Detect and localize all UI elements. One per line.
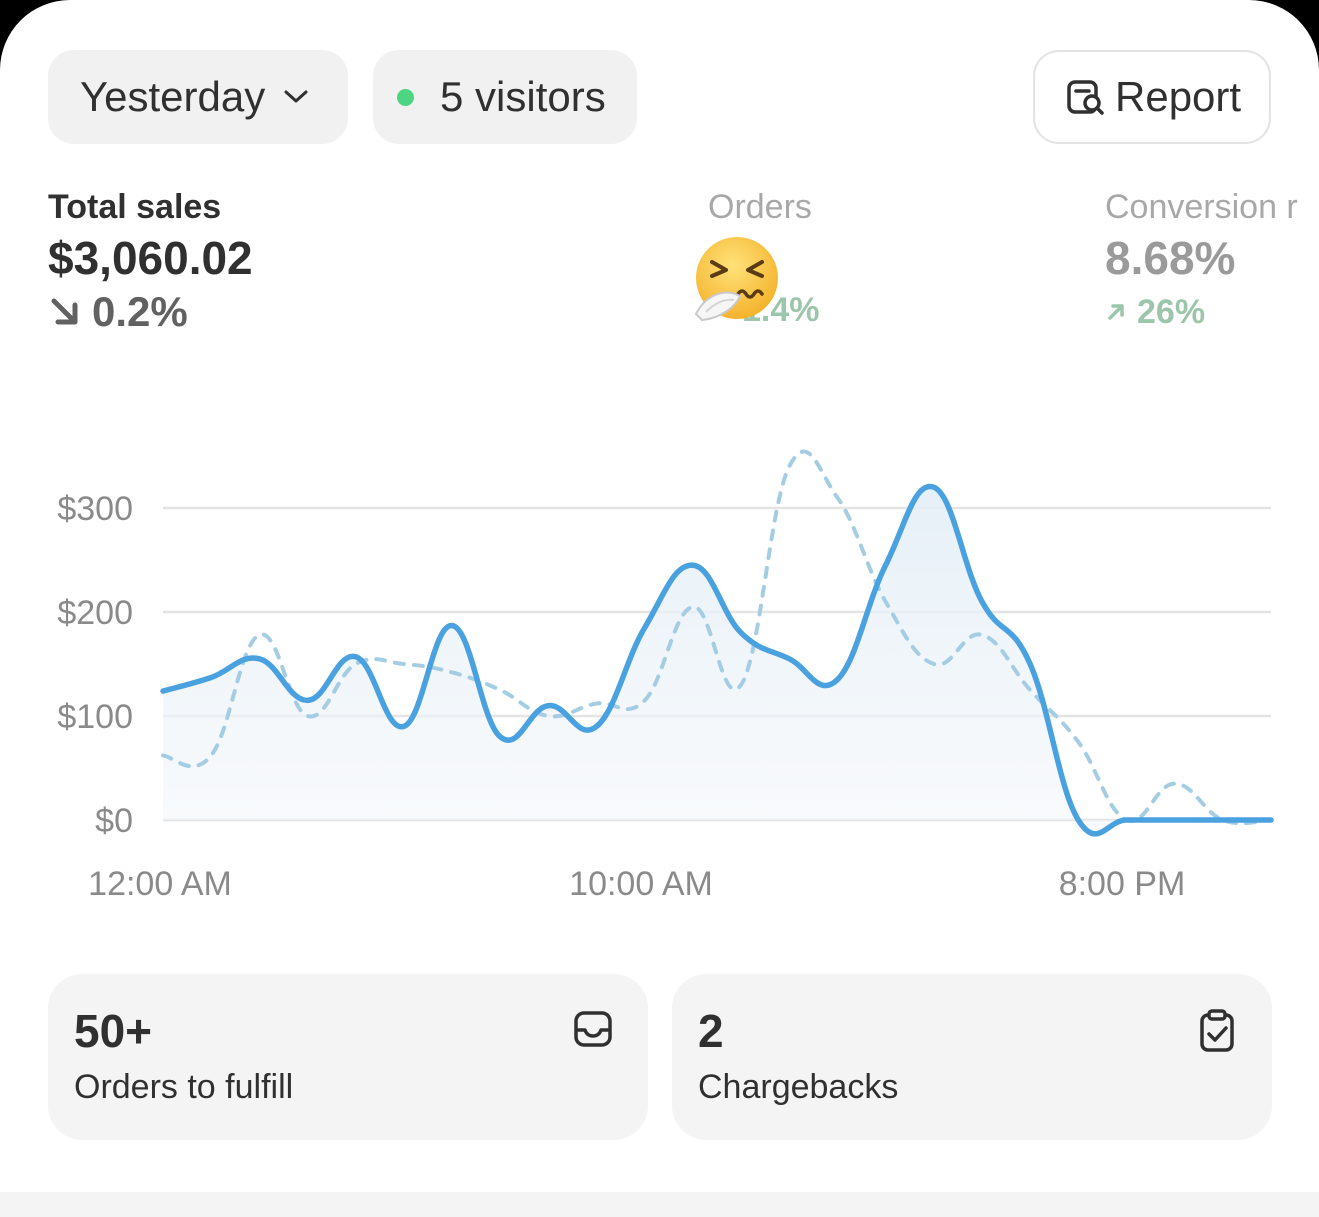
report-search-icon	[1065, 77, 1105, 117]
conversion-rate-label: Conversion r	[1105, 188, 1298, 226]
chargebacks-value: 2	[698, 1005, 724, 1057]
total-sales-label: Total sales	[48, 188, 222, 226]
chargebacks-card[interactable]: 2 Chargebacks	[672, 974, 1272, 1140]
arrow-down-right-icon	[51, 298, 78, 325]
sneezing-face-emoji-icon	[692, 236, 782, 331]
report-button[interactable]: Report	[1033, 50, 1271, 144]
y-tick-label: $300	[57, 490, 133, 528]
x-tick-label: 10:00 AM	[569, 865, 713, 903]
date-range-label: Yesterday	[80, 73, 266, 120]
clipboard-check-icon	[1196, 1008, 1238, 1059]
live-status-dot	[397, 88, 414, 106]
primary-series-line	[160, 483, 1274, 837]
conversion-rate-value: 8.68%	[1105, 232, 1236, 284]
comparison-series-line	[161, 449, 1273, 826]
chargebacks-label: Chargebacks	[698, 1068, 899, 1106]
primary-series-area	[163, 486, 1271, 834]
visitors-label: 5 visitors	[440, 73, 606, 120]
x-tick-label: 12:00 AM	[88, 865, 232, 903]
total-sales-value: $3,060.02	[48, 232, 253, 284]
conversion-rate-delta: 26%	[1105, 288, 1298, 336]
sales-line-chart[interactable]: $0 $100 $200 $300 12:00 AM 10:00 AM 8:00 PM	[0, 440, 1319, 920]
x-tick-label: 8:00 PM	[1059, 865, 1186, 903]
orders-to-fulfill-value: 50+	[74, 1005, 153, 1057]
orders-to-fulfill-label: Orders to fulfill	[74, 1068, 294, 1106]
inbox-icon	[572, 1008, 614, 1055]
date-range-selector[interactable]: Yesterday	[48, 50, 348, 144]
total-sales-delta: 0.2%	[48, 288, 253, 336]
bottom-section-edge	[0, 1192, 1319, 1217]
total-sales-delta-value: 0.2%	[92, 288, 188, 335]
report-label: Report	[1115, 73, 1242, 120]
y-tick-label: $100	[57, 698, 133, 736]
live-visitors-pill[interactable]: 5 visitors	[373, 50, 637, 144]
total-sales-metric[interactable]: Total sales $3,060.02 0.2%	[48, 186, 253, 336]
chevron-down-icon	[283, 89, 309, 105]
conversion-rate-delta-value: 26%	[1137, 293, 1206, 331]
conversion-rate-metric[interactable]: Conversion r 8.68% 26%	[1105, 186, 1298, 336]
arrow-up-right-icon	[1108, 304, 1124, 320]
orders-to-fulfill-card[interactable]: 50+ Orders to fulfill	[48, 974, 648, 1140]
y-tick-label: $0	[95, 802, 133, 840]
y-tick-label: $200	[57, 594, 133, 632]
orders-label: Orders	[708, 188, 812, 226]
